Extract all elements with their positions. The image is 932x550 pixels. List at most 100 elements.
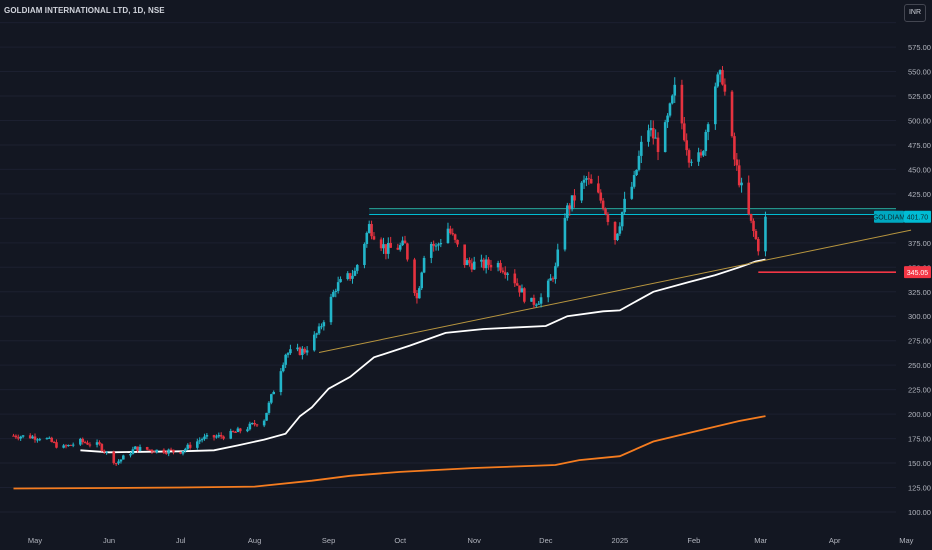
candle-body: [420, 272, 424, 289]
candle-body: [272, 391, 276, 395]
candle-body: [270, 394, 273, 403]
y-tick-label: 300.00: [908, 312, 931, 321]
currency-button[interactable]: INR: [904, 4, 926, 22]
candle-body: [446, 228, 450, 244]
candle-body: [668, 103, 672, 116]
candle-body: [122, 455, 125, 460]
candle-body: [301, 348, 304, 355]
candle-body: [298, 347, 302, 355]
candle-body: [334, 290, 338, 292]
x-tick-label: 2025: [611, 536, 628, 545]
y-tick-label: 225.00: [908, 386, 931, 395]
red-level-label-bg: [904, 266, 931, 279]
candle-body: [718, 70, 722, 75]
candle-body: [754, 231, 758, 239]
candle-body: [172, 449, 175, 452]
candle-body: [131, 449, 135, 454]
candle-body: [403, 240, 407, 244]
candle-body: [153, 451, 156, 453]
candle-body: [382, 244, 385, 249]
y-tick-label: 125.00: [908, 484, 931, 493]
candle-body: [489, 264, 493, 268]
candle-body: [386, 242, 390, 254]
candle-body: [523, 288, 526, 302]
candle-body: [384, 244, 388, 254]
candle-body: [150, 449, 154, 452]
candle-body: [14, 435, 18, 438]
candle-body: [86, 442, 89, 445]
y-tick-label: 500.00: [908, 116, 931, 125]
symbol-label-bg: [874, 210, 904, 223]
candle-body: [138, 447, 142, 451]
y-tick-label: 100.00: [908, 508, 931, 517]
candle-body: [632, 175, 636, 187]
candle-body: [530, 297, 533, 302]
candle-body: [114, 463, 118, 465]
candle-body: [184, 448, 187, 451]
candle-body: [363, 243, 366, 265]
candle-body: [506, 273, 509, 275]
candle-body: [332, 291, 335, 297]
red-level-label: 345.05: [907, 270, 929, 277]
candle-body: [348, 273, 352, 279]
y-tick-label: 450.00: [908, 165, 931, 174]
candle-body: [451, 233, 455, 235]
candle-body: [16, 437, 20, 439]
candle-body: [196, 441, 199, 448]
candle-body: [212, 435, 216, 438]
candle-body: [155, 449, 159, 453]
candle-body: [148, 449, 151, 451]
candle-body: [95, 442, 99, 445]
candle-body: [353, 270, 357, 276]
candle-body: [499, 262, 502, 271]
candle-body: [215, 436, 218, 438]
candle-body: [317, 326, 321, 334]
candle-body: [597, 183, 600, 193]
candle-body: [102, 450, 106, 453]
candle-body: [222, 436, 225, 439]
last-price-label-bg: [904, 210, 931, 223]
candle-body: [582, 179, 586, 183]
candle-body: [556, 249, 560, 267]
candle-body: [329, 296, 333, 323]
candle-body: [315, 333, 318, 335]
candle-body: [434, 245, 438, 247]
candle-body: [181, 450, 185, 454]
candle-body: [685, 140, 688, 151]
candle-body: [480, 259, 483, 262]
candle-body: [19, 436, 22, 439]
candle-body: [322, 322, 326, 327]
candle-body: [279, 371, 283, 392]
candle-body: [716, 74, 720, 87]
candle-body: [413, 259, 416, 294]
candle-body: [238, 428, 242, 432]
candle-body: [682, 123, 686, 141]
candle-body: [246, 429, 249, 432]
candle-body: [351, 275, 354, 279]
y-tick-label: 375.00: [908, 239, 931, 248]
candle-body: [549, 278, 552, 281]
candle-body: [179, 451, 182, 454]
candle-body: [406, 243, 409, 260]
candle-body: [599, 192, 603, 201]
candle-body: [513, 273, 517, 284]
candle-body: [167, 449, 170, 454]
candle-body: [136, 446, 139, 451]
candle-body: [50, 437, 54, 442]
candle-body: [749, 213, 753, 221]
moving-average-line: [13, 415, 766, 490]
support-zone: [369, 208, 896, 215]
candle-body: [764, 216, 767, 252]
candle-body: [169, 449, 173, 451]
x-tick-label: Aug: [248, 536, 261, 545]
candle-body: [219, 435, 223, 437]
candle-body: [735, 159, 739, 166]
candle-body: [38, 439, 42, 441]
x-tick-label: Jul: [176, 536, 186, 545]
candle-body: [740, 182, 743, 186]
candle-body: [418, 288, 421, 299]
candle-body: [188, 444, 192, 448]
candle-body: [702, 151, 705, 156]
candle-body: [620, 212, 624, 227]
